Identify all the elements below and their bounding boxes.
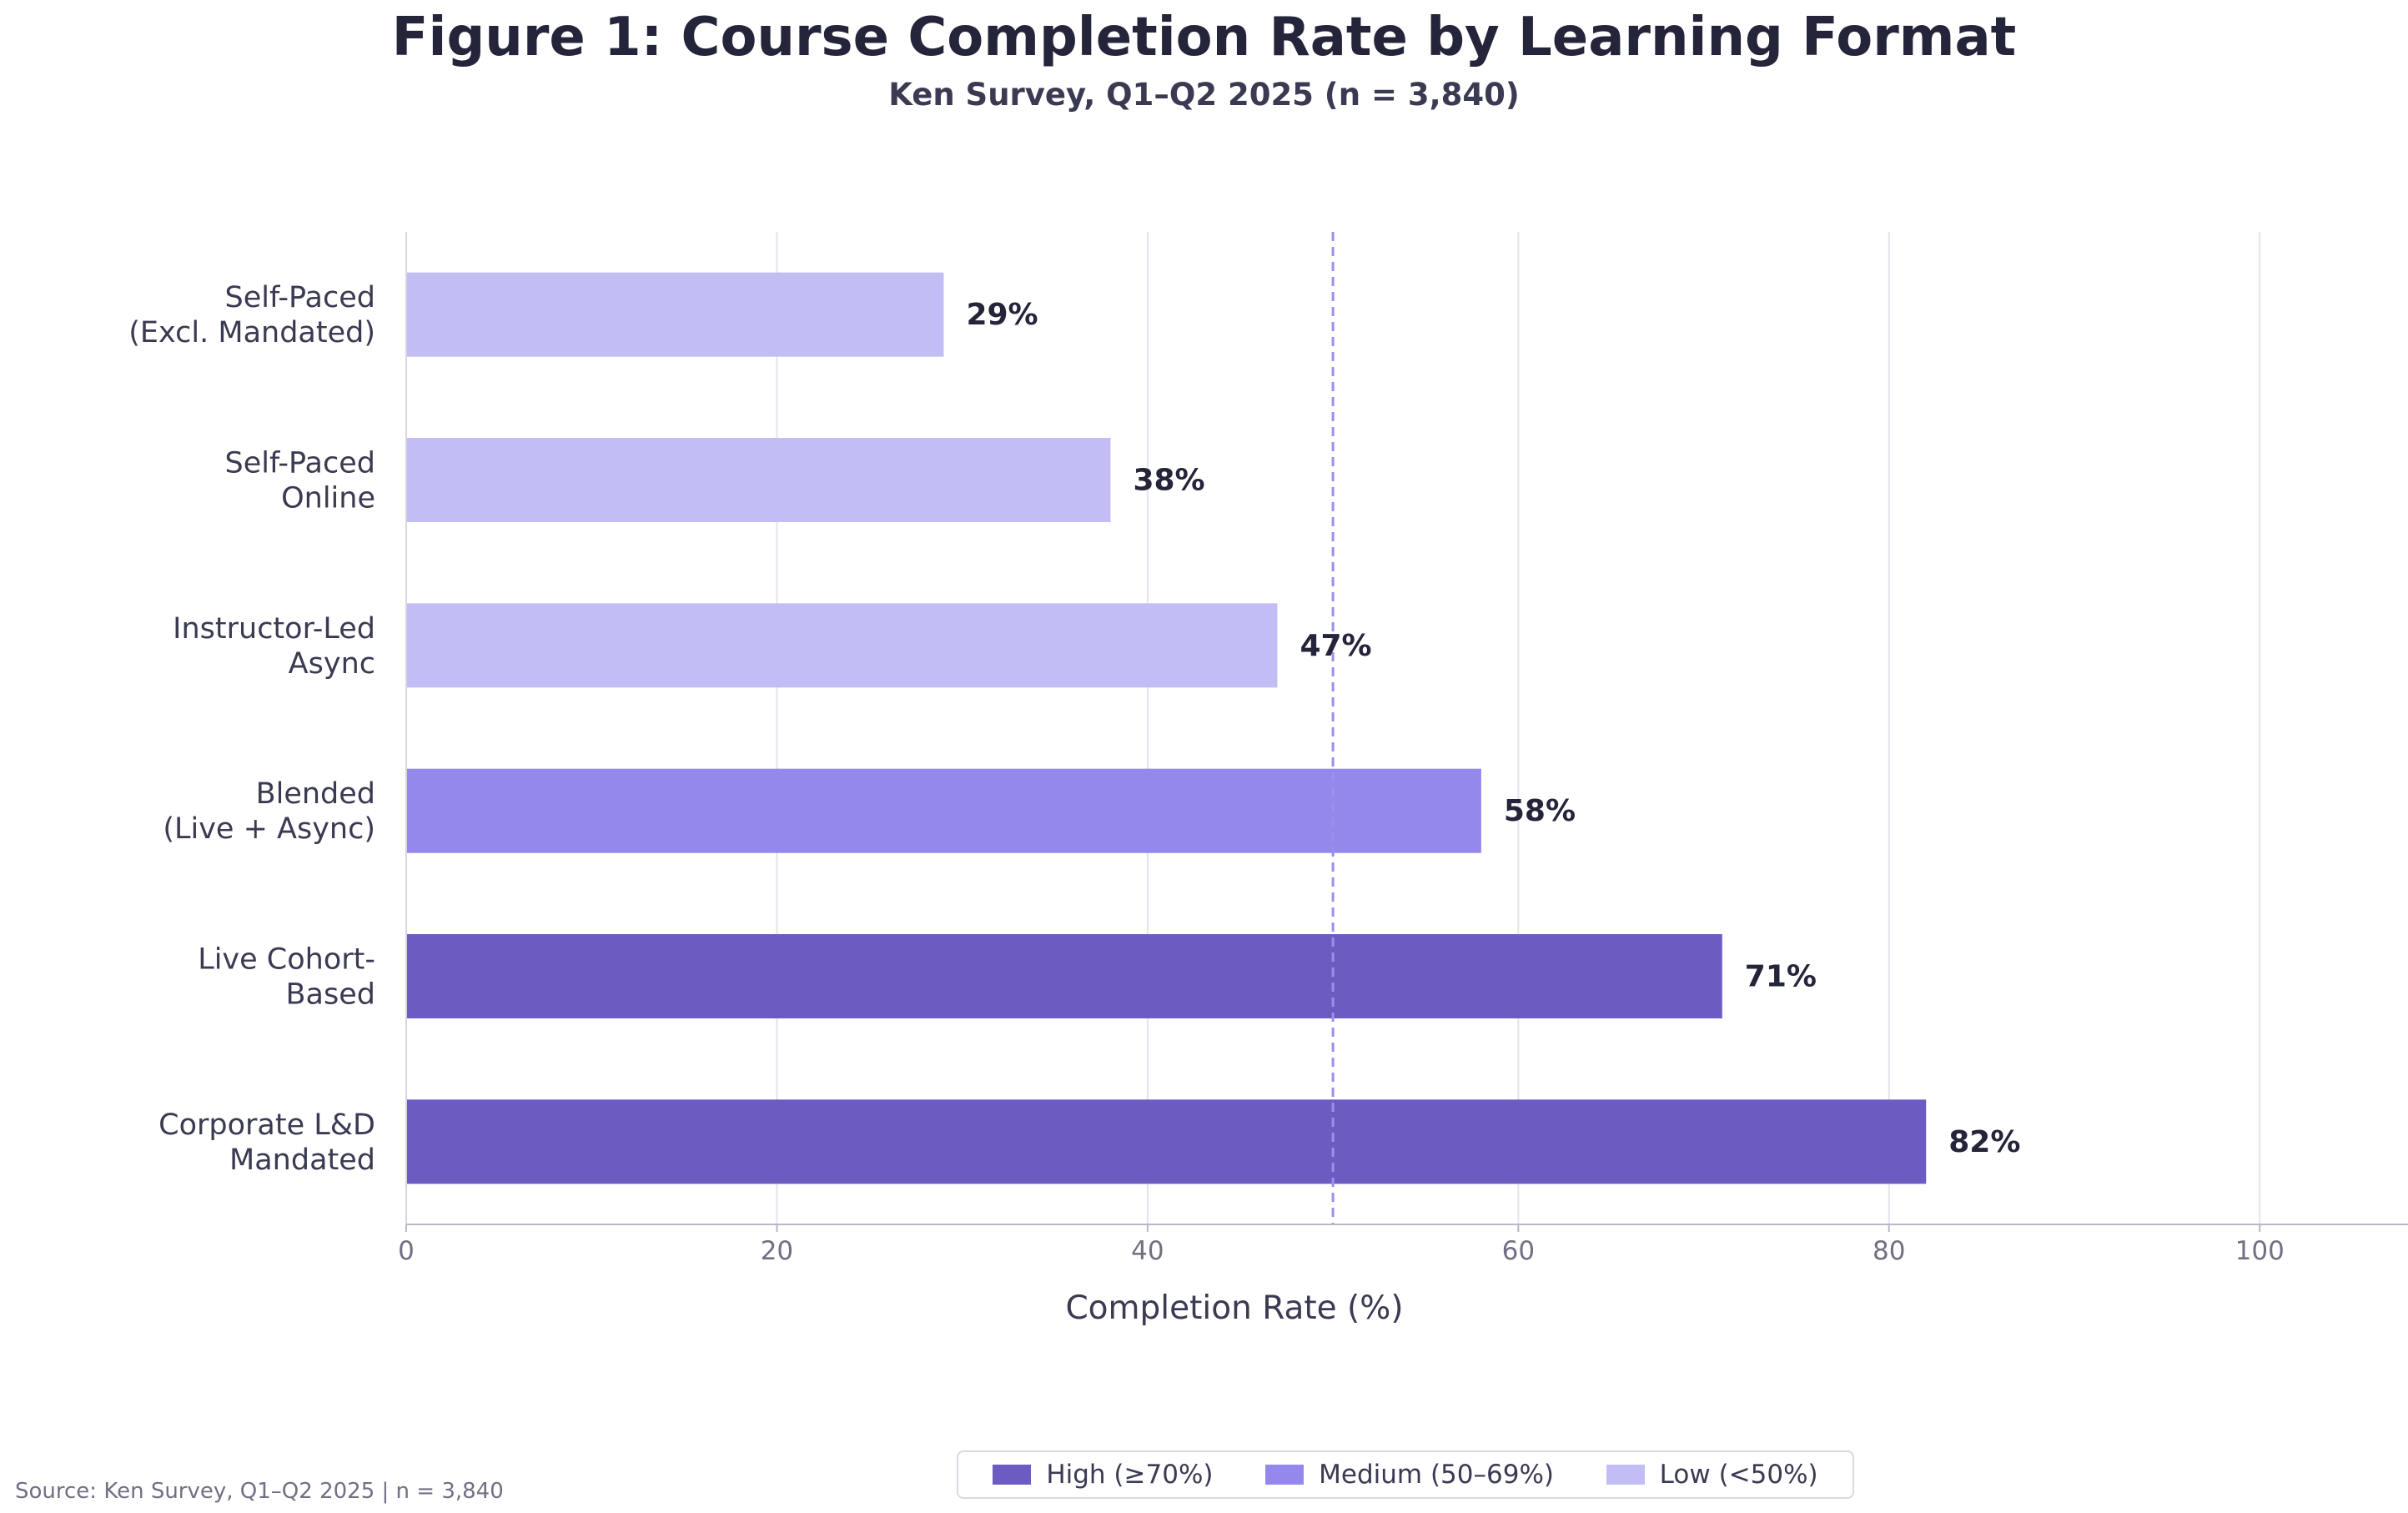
legend-label-high: High (≥70%) [1046,1460,1214,1490]
legend-label-low: Low (<50%) [1659,1460,1818,1490]
data-label: 47% [1300,629,1371,663]
legend-label-medium: Medium (50–69%) [1319,1460,1555,1490]
bar [406,934,1722,1018]
axes: 0 20 40 60 80 100 Completion Rate (%) [398,232,2408,1327]
chart-subtitle: Ken Survey, Q1–Q2 2025 (n = 3,840) [888,77,1520,113]
x-tick-label: 100 [2235,1236,2285,1266]
y-tick-label: Live Cohort-Based [198,943,375,1012]
y-tick-label: Corporate L&D Mandated [158,1108,375,1177]
x-tick-label: 80 [1873,1236,1905,1266]
legend: High (≥70%) Medium (50–69%) Low (<50%) [957,1450,1854,1499]
legend-swatch-medium [1265,1465,1305,1485]
data-label: 38% [1133,464,1204,498]
bar [406,1099,1927,1184]
bar [406,438,1111,522]
legend-item-high: High (≥70%) [993,1460,1214,1490]
labels: Self-Paced (Excl. Mandated) Self-Paced Onli… [128,281,2020,1177]
legend-swatch-high [993,1465,1032,1485]
y-tick-label: Instructor-Led Async [173,612,375,681]
x-tick-label: 60 [1502,1236,1535,1266]
bars [406,272,1927,1184]
legend-swatch-low [1606,1465,1645,1485]
y-tick-label: Blended (Live + Async) [163,777,375,846]
data-label: 58% [1504,794,1576,828]
bar [406,272,944,357]
legend-item-medium: Medium (50–69%) [1265,1460,1554,1490]
source-note: Source: Ken Survey, Q1–Q2 2025 | n = 3,8… [15,1479,504,1504]
chart-title: Figure 1: Course Completion Rate by Lear… [391,7,2017,68]
legend-item-low: Low (<50%) [1606,1460,1818,1490]
data-label: 29% [966,298,1038,332]
x-tick-label: 20 [761,1236,793,1266]
data-label: 82% [1948,1125,2020,1159]
data-label: 71% [1745,960,1817,994]
x-axis-label: Completion Rate (%) [1065,1289,1403,1327]
x-tick-label: 0 [398,1236,415,1266]
y-tick-label: Self-Paced (Excl. Mandated) [128,281,375,349]
bar [406,768,1481,853]
y-tick-label: Self-Paced Online [225,447,376,515]
x-tick-label: 40 [1131,1236,1164,1266]
bar [406,603,1278,688]
